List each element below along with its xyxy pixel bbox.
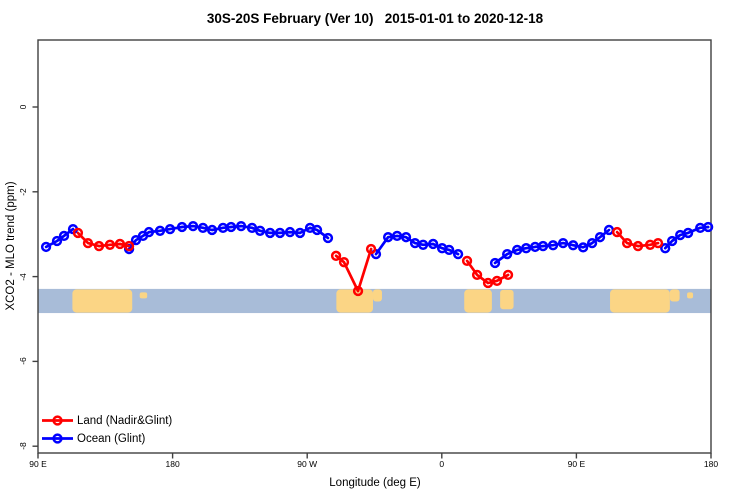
plot-box	[37, 39, 712, 454]
data-point-marker	[235, 220, 247, 232]
data-point-marker	[547, 240, 559, 251]
legend-marker-sample	[52, 415, 63, 426]
data-point-marker	[682, 227, 694, 239]
data-point-marker	[482, 277, 494, 289]
data-point-marker	[187, 220, 199, 232]
data-point-marker	[417, 239, 429, 250]
data-point-marker	[537, 240, 549, 252]
data-point-marker	[130, 234, 142, 246]
x-tick-label: 90 E	[29, 459, 47, 469]
data-point-marker	[400, 232, 412, 243]
data-point-marker	[330, 250, 342, 261]
map-strip-land-south-america	[336, 289, 374, 313]
data-point-marker	[176, 221, 188, 233]
data-point-marker	[82, 237, 94, 249]
data-point-marker	[254, 225, 266, 236]
data-point-marker	[264, 227, 276, 239]
series-line	[493, 228, 611, 265]
y-tick-label: -6	[18, 357, 28, 366]
data-point-marker	[443, 244, 455, 256]
data-point-marker	[520, 243, 532, 254]
data-point-marker	[58, 230, 70, 242]
map-strip-land-australia	[610, 289, 670, 313]
data-point-marker	[471, 269, 483, 281]
series-line	[334, 247, 373, 293]
series-line	[76, 231, 131, 248]
data-point-marker	[557, 237, 569, 249]
map-strip-land-australia	[72, 289, 133, 313]
y-tick-label: 0	[18, 104, 28, 110]
data-point-marker	[703, 221, 714, 233]
legend-marker-sample	[52, 433, 63, 444]
y-tick-label: -8	[18, 442, 28, 450]
data-point-marker	[123, 240, 135, 252]
data-point-marker	[489, 257, 501, 269]
x-tick-label: 90 W	[297, 459, 318, 469]
data-point-marker	[311, 224, 323, 236]
data-point-marker	[502, 248, 513, 260]
data-point-marker	[284, 226, 296, 238]
y-tick-label: -4	[18, 272, 28, 281]
data-point-marker	[225, 221, 237, 233]
data-point-marker	[611, 226, 623, 238]
data-point-marker	[352, 285, 364, 297]
map-strip-land-madagascar	[500, 289, 514, 310]
legend-label-land: Land (Nadir&Glint)	[77, 415, 173, 427]
data-point-marker	[461, 255, 473, 267]
data-point-marker	[660, 243, 671, 254]
data-point-marker	[586, 237, 598, 249]
data-point-marker	[427, 238, 439, 250]
data-point-marker	[365, 243, 377, 255]
data-point-marker	[274, 227, 286, 239]
data-point-marker	[621, 237, 633, 249]
data-point-marker	[154, 225, 166, 236]
map-strip-land-africa	[464, 289, 492, 313]
y-axis-label: XCO2 - MLO trend (ppm)	[5, 181, 17, 311]
data-point-marker	[294, 227, 306, 239]
data-point-marker	[197, 222, 209, 233]
data-point-marker	[72, 227, 84, 239]
data-point-marker	[652, 237, 664, 249]
data-point-marker	[322, 232, 334, 244]
data-point-marker	[567, 240, 579, 251]
map-strip-land-australia-east	[669, 289, 680, 302]
x-tick-label: 180	[165, 459, 180, 469]
data-point-marker	[577, 242, 589, 253]
data-point-marker	[512, 244, 523, 256]
chart-title: 30S-20S February (Ver 10) 2015-01-01 to …	[206, 11, 544, 26]
data-point-marker	[51, 235, 63, 247]
x-tick-label: 90 E	[567, 459, 586, 469]
x-tick-label: 0	[439, 459, 445, 469]
data-point-marker	[206, 224, 218, 236]
data-point-marker	[143, 226, 155, 238]
data-point-marker	[93, 240, 105, 252]
map-strip-land-new-caledonia	[139, 292, 148, 299]
data-point-marker	[666, 235, 678, 247]
data-point-marker	[632, 240, 644, 252]
data-point-marker	[164, 223, 176, 235]
data-point-marker	[104, 239, 116, 250]
data-point-marker	[391, 230, 403, 242]
y-tick-label: -2	[18, 188, 28, 196]
x-axis-label: Longitude (deg E)	[329, 477, 421, 489]
data-point-marker	[114, 238, 126, 250]
data-point-marker	[338, 257, 350, 268]
map-strip-land-south-america-east	[373, 289, 382, 302]
data-point-marker	[452, 248, 464, 260]
legend-label-ocean: Ocean (Glint)	[77, 433, 146, 445]
map-strip-land-new-caledonia	[687, 292, 694, 299]
data-point-marker	[40, 241, 52, 253]
data-point-marker	[382, 232, 394, 243]
data-point-marker	[594, 232, 606, 243]
data-point-marker	[502, 269, 514, 281]
x-tick-label: 180	[703, 459, 719, 469]
data-point-marker	[491, 275, 503, 286]
